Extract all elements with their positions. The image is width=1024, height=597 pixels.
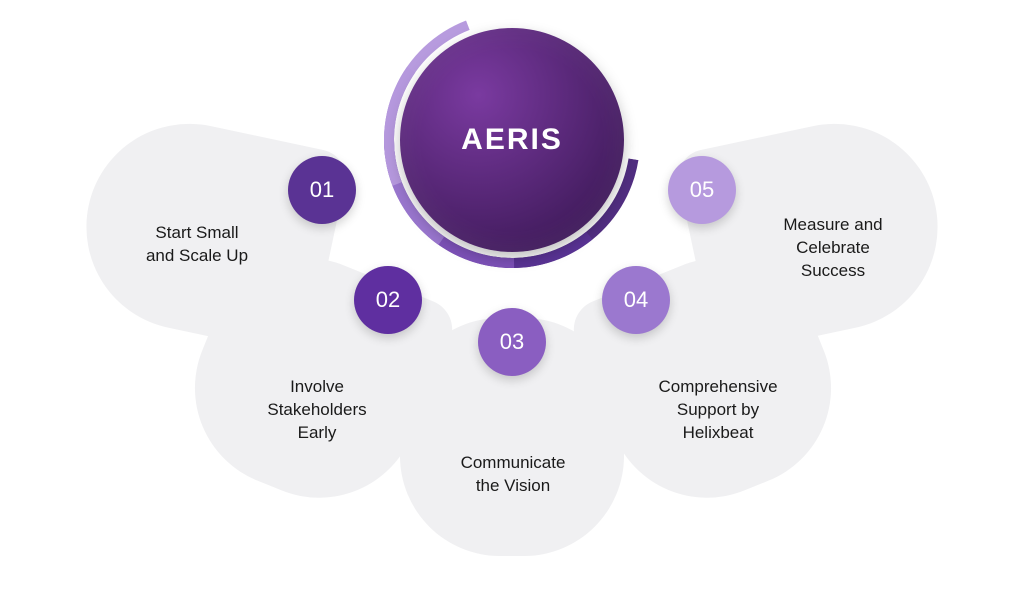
petal-03-text: Communicate the Vision — [428, 452, 598, 498]
center-title: AERIS — [461, 123, 563, 157]
badge-03: 03 — [478, 308, 546, 376]
badge-05: 05 — [668, 156, 736, 224]
badge-03-num: 03 — [500, 329, 524, 355]
badge-01-num: 01 — [310, 177, 334, 203]
badge-04-num: 04 — [624, 287, 648, 313]
badge-04: 04 — [602, 266, 670, 334]
petal-01-text: Start Small and Scale Up — [112, 222, 282, 268]
badge-02-num: 02 — [376, 287, 400, 313]
badge-02: 02 — [354, 266, 422, 334]
center-circle: AERIS — [400, 28, 624, 252]
petal-02-text: Involve Stakeholders Early — [232, 376, 402, 445]
petal-05-text: Measure and Celebrate Success — [748, 214, 918, 283]
badge-05-num: 05 — [690, 177, 714, 203]
infographic-stage: AERIS 01 02 03 04 05 Start Small and Sca… — [0, 0, 1024, 597]
badge-01: 01 — [288, 156, 356, 224]
petal-04-text: Comprehensive Support by Helixbeat — [628, 376, 808, 445]
